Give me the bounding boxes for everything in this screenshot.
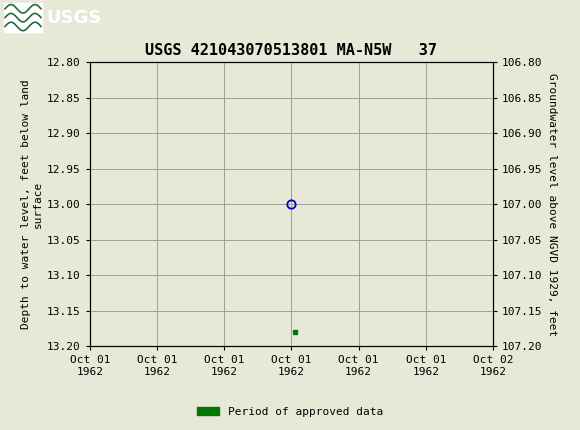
Legend: Period of approved data: Period of approved data [193,402,387,421]
Y-axis label: Depth to water level, feet below land
surface: Depth to water level, feet below land su… [21,80,43,329]
Bar [4,3,42,32]
Y-axis label: Groundwater level above NGVD 1929, feet: Groundwater level above NGVD 1929, feet [547,73,557,336]
Title: USGS 421043070513801 MA-N5W   37: USGS 421043070513801 MA-N5W 37 [146,43,437,58]
Text: USGS: USGS [46,9,102,27]
